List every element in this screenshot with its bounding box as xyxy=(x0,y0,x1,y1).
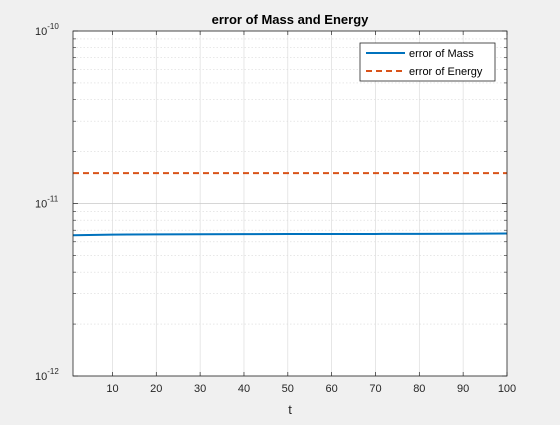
legend: error of Mass error of Energy xyxy=(359,42,496,82)
y-tick-label: 10-12 xyxy=(35,367,59,383)
x-tick-label: 80 xyxy=(413,383,425,395)
x-tick-label: 30 xyxy=(194,383,206,395)
x-tick-label: 70 xyxy=(369,383,381,395)
x-tick-label: 100 xyxy=(498,383,516,395)
series-layer xyxy=(72,172,508,237)
legend-label-mass: error of Mass xyxy=(409,48,474,60)
y-tick-label: 10-10 xyxy=(35,22,59,38)
series-line-mass xyxy=(72,232,508,237)
x-tick-labels: 10 20 30 40 50 60 70 80 90 100 xyxy=(106,383,516,395)
y-tick-labels: 10-12 10-11 10-10 xyxy=(35,22,59,383)
x-tick-label: 40 xyxy=(238,383,250,395)
axis-ticks xyxy=(73,30,508,377)
x-tick-label: 10 xyxy=(106,383,118,395)
legend-box xyxy=(359,42,496,82)
x-axis-label: t xyxy=(288,402,292,417)
y-tick-label: 10-11 xyxy=(35,195,59,211)
legend-label-energy: error of Energy xyxy=(409,66,483,78)
x-tick-label: 60 xyxy=(326,383,338,395)
chart-title: error of Mass and Energy xyxy=(212,12,370,27)
x-tick-label: 50 xyxy=(282,383,294,395)
x-tick-label: 90 xyxy=(457,383,469,395)
x-tick-label: 20 xyxy=(150,383,162,395)
